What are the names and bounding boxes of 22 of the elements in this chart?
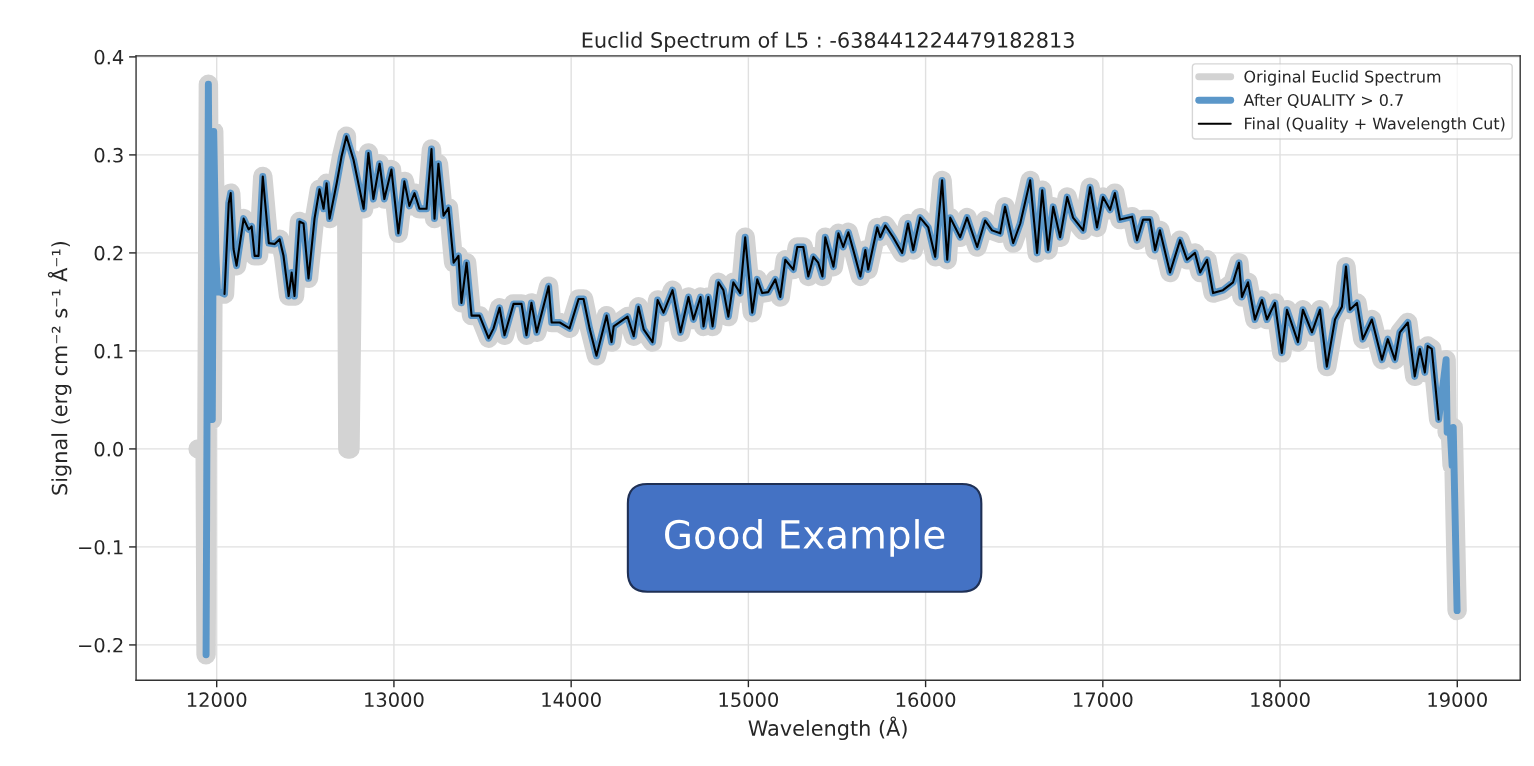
y-tick-label: 0.0 bbox=[94, 441, 123, 457]
legend-label: After QUALITY > 0.7 bbox=[1243, 93, 1403, 108]
x-tick-label: 17000 bbox=[1074, 692, 1133, 708]
y-tick-label: 0.4 bbox=[94, 49, 124, 65]
x-tick-label: 13000 bbox=[365, 692, 424, 708]
y-tick-label: −0.2 bbox=[79, 637, 123, 653]
legend-label: Original Euclid Spectrum bbox=[1244, 70, 1441, 86]
legend-label: Final (Quality + Wavelength Cut) bbox=[1245, 117, 1505, 133]
y-tick-label: 0.2 bbox=[94, 245, 123, 261]
y-axis-title: Signal (erg cm⁻² s⁻¹ Å⁻¹) bbox=[47, 241, 72, 495]
x-tick-label: 16000 bbox=[896, 692, 956, 708]
y-tick-label: −0.1 bbox=[79, 539, 123, 555]
x-axis-title: Wavelength (Å) bbox=[748, 716, 907, 741]
y-tick-label: 0.1 bbox=[94, 343, 123, 359]
x-tick-label: 15000 bbox=[719, 692, 779, 708]
x-tick-label: 14000 bbox=[542, 692, 601, 708]
x-tick-label: 18000 bbox=[1251, 692, 1310, 708]
annotation: Good Example bbox=[665, 519, 945, 557]
x-tick-label: 12000 bbox=[187, 692, 247, 708]
chart-title: Euclid Spectrum of L5 : -638441224479182813 bbox=[582, 31, 1074, 52]
x-tick-label: 19000 bbox=[1428, 692, 1487, 708]
y-tick-label: 0.3 bbox=[94, 147, 123, 163]
